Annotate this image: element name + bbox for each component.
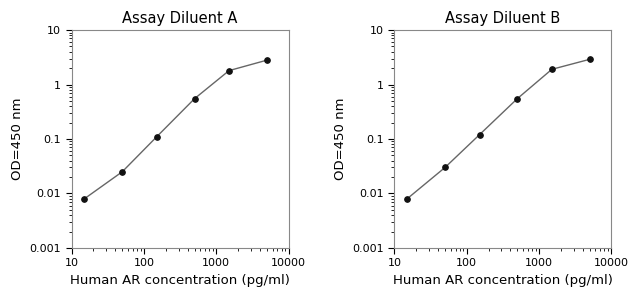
X-axis label: Human AR concentration (pg/ml): Human AR concentration (pg/ml) <box>393 274 613 287</box>
X-axis label: Human AR concentration (pg/ml): Human AR concentration (pg/ml) <box>70 274 290 287</box>
Y-axis label: OD=450 nm: OD=450 nm <box>11 98 24 180</box>
Title: Assay Diluent B: Assay Diluent B <box>445 11 561 26</box>
Y-axis label: OD=450 nm: OD=450 nm <box>334 98 347 180</box>
Title: Assay Diluent A: Assay Diluent A <box>122 11 238 26</box>
